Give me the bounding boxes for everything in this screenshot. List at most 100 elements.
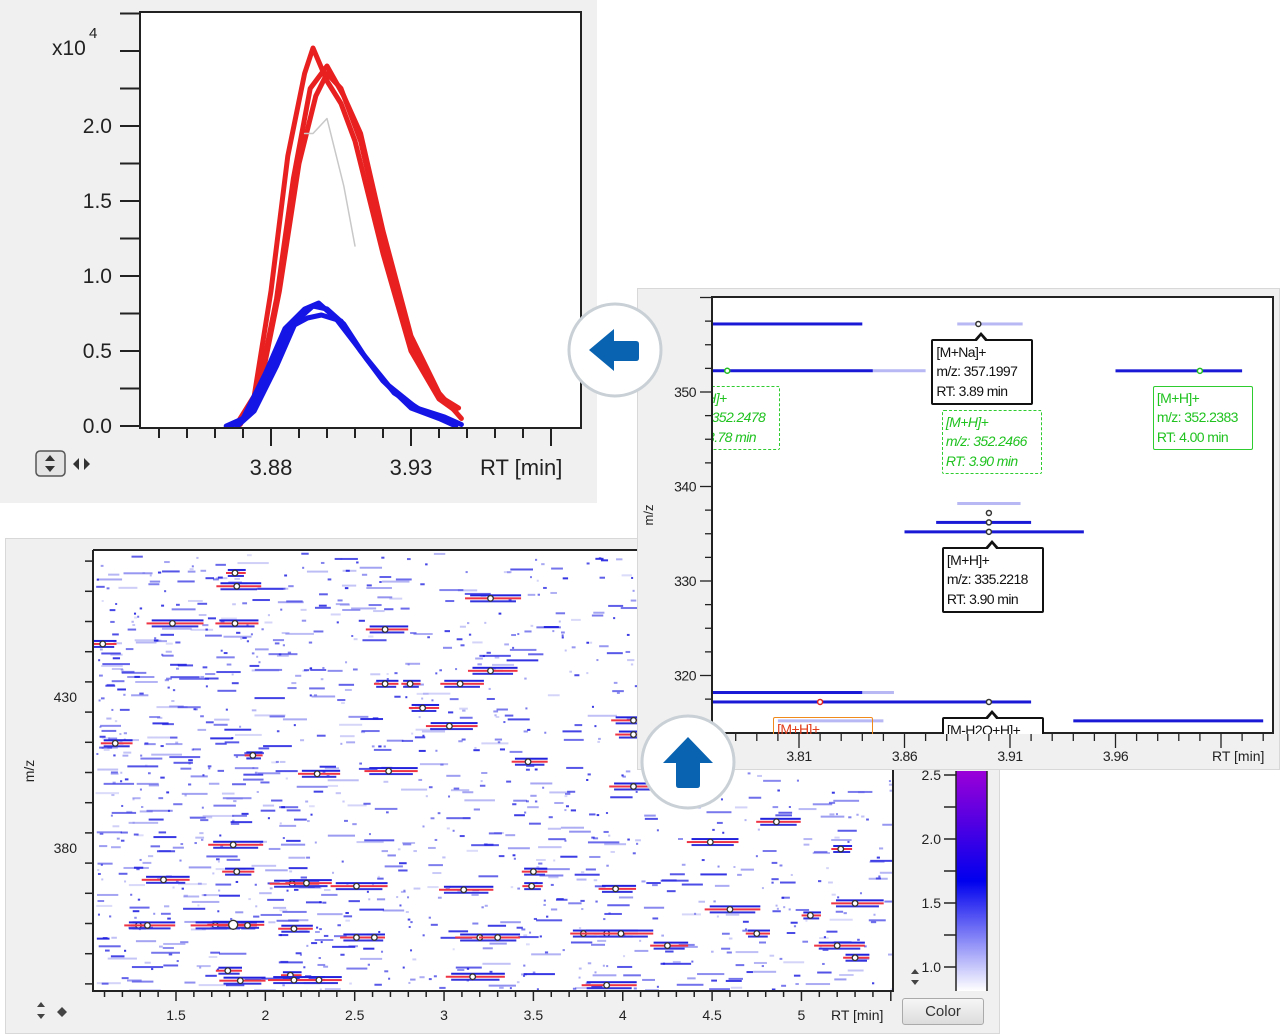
signal-trace [757,828,760,831]
signal-trace [368,604,382,607]
signal-trace [630,599,637,602]
signal-trace [370,673,381,676]
signal-trace [96,752,99,755]
signal-trace [547,694,560,697]
signal-trace [407,663,410,666]
signal-trace [248,898,251,901]
signal-trace [234,577,240,580]
signal-trace [108,573,120,576]
signal-trace [665,950,674,953]
feature-annotation[interactable]: [M+H]+ m/z: 352.2466 RT: 3.90 min [941,409,1042,475]
signal-trace [636,842,639,845]
signal-trace [120,780,123,783]
signal-trace [439,589,464,592]
signal-trace [833,799,860,802]
signal-trace [408,925,411,928]
signal-trace [430,923,438,926]
navigate-up-button[interactable] [639,713,737,811]
signal-trace [795,983,799,986]
signal-trace [96,982,121,985]
signal-trace [542,786,545,789]
signal-trace [525,768,530,771]
feature-annotation[interactable]: [M-H2O+H]+ [941,709,1044,734]
feature-trace [833,845,853,847]
signal-trace [805,919,808,922]
signal-trace [305,901,322,904]
signal-trace [235,911,244,914]
chromatogram-series-line [234,303,450,427]
signal-trace [171,700,175,703]
signal-trace [261,628,264,631]
signal-trace [536,988,539,990]
horizontal-zoom-icon[interactable] [73,458,90,470]
signal-trace [217,910,220,913]
signal-trace [348,900,360,903]
signal-trace [529,576,532,579]
signal-trace [802,940,809,943]
signal-trace [327,779,359,782]
feature-trace [289,885,328,888]
signal-trace [160,912,171,915]
signal-trace [711,979,717,982]
signal-trace [340,953,345,956]
feature-marker [111,739,119,747]
signal-trace [716,821,723,824]
signal-trace [388,977,391,980]
signal-trace [589,855,601,858]
feature-marker [469,973,477,981]
signal-trace [131,620,134,623]
navigate-left-button[interactable] [566,302,664,400]
signal-trace [269,715,285,718]
signal-trace [569,670,572,673]
signal-trace [351,607,377,610]
zoom-toggle-button[interactable] [35,450,66,477]
feature-trace [212,920,265,923]
signal-trace [321,893,338,896]
signal-trace [135,680,158,683]
signal-trace [445,600,455,603]
signal-trace [591,985,603,988]
signal-trace [717,865,720,868]
signal-trace [342,608,361,611]
signal-trace [591,614,604,617]
signal-trace [526,764,535,767]
colorbar-scale-icon[interactable] [911,969,919,985]
signal-trace [132,910,140,913]
feature-annotation[interactable]: [M+H]+ m/z: 352.2383 RT: 4.00 min [1152,385,1253,451]
horizontal-zoom-icon[interactable] [57,1007,67,1017]
feature-trace [301,775,337,778]
signal-trace [161,627,192,630]
signal-trace [243,773,264,776]
signal-trace [356,561,359,564]
signal-trace [652,917,659,920]
signal-trace [99,845,108,848]
color-button[interactable]: Color [902,998,984,1025]
y-axis-label: m/z [21,760,37,783]
signal-trace [330,613,341,616]
signal-trace [276,654,289,657]
signal-trace [610,850,615,853]
signal-trace [857,938,860,941]
signal-trace [495,715,500,718]
feature-marker [385,767,393,775]
feature-annotation[interactable]: [M+Na]+ m/z: 357.1997 RT: 3.89 min [931,331,1034,406]
x-axis-label: RT [min] [831,1007,883,1023]
feature-annotation[interactable]: [M+H]+ m/z: 352.2478 RT: 3.78 min [713,385,781,451]
signal-trace [284,587,289,590]
signal-trace [634,685,638,688]
vertical-zoom-icon[interactable] [37,1002,45,1019]
signal-trace [884,900,892,903]
feature-annotation[interactable]: [M+H]+ [773,716,874,734]
feature-marker [143,921,151,929]
feature-annotation[interactable]: [M+H]+ m/z: 335.2218 RT: 3.90 min [941,539,1044,614]
signal-trace [119,733,122,736]
signal-trace [254,883,257,886]
signal-trace [558,620,561,623]
signal-trace [327,578,332,581]
signal-trace [516,926,523,929]
signal-trace [313,790,324,793]
signal-trace [508,599,512,602]
signal-trace [96,578,99,581]
feature-trace [1073,719,1264,723]
feature-trace [760,817,801,820]
